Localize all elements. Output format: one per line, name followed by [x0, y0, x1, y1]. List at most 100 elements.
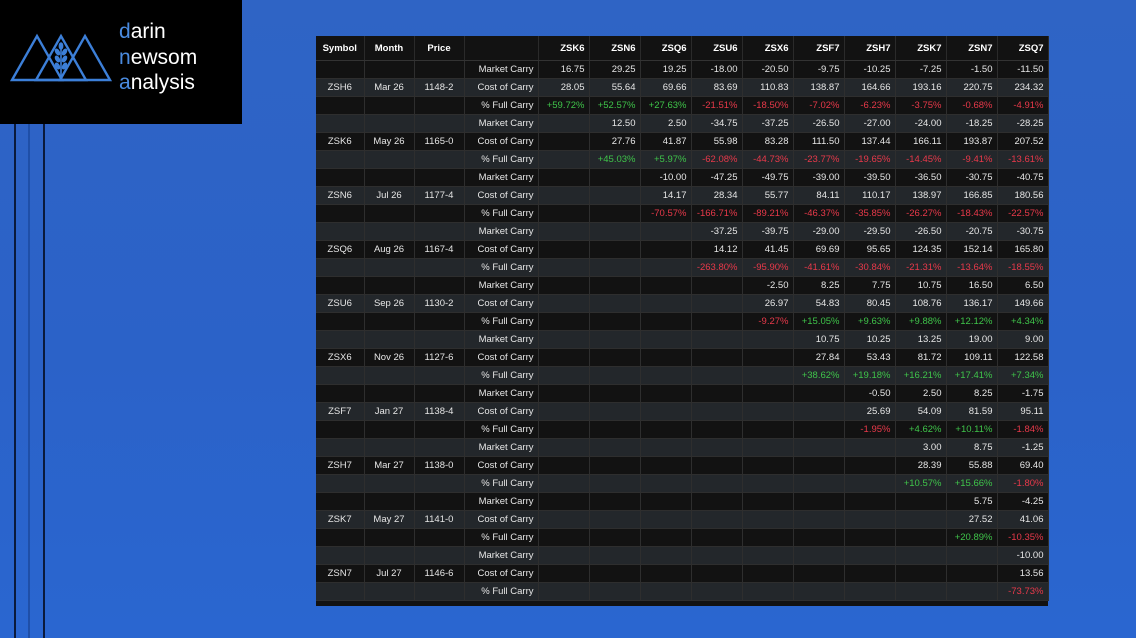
value-cell — [589, 276, 641, 295]
month-cell — [364, 96, 415, 115]
metric-label-cell: % Full Carry — [464, 96, 539, 115]
value-cell — [793, 384, 845, 403]
value-cell: 55.77 — [742, 186, 794, 205]
value-cell: 19.00 — [946, 330, 998, 349]
value-cell: -1.50 — [946, 60, 998, 79]
value-cell — [844, 438, 896, 457]
month-cell — [364, 384, 415, 403]
value-cell — [538, 114, 590, 133]
value-cell — [742, 456, 794, 475]
value-cell — [589, 204, 641, 223]
value-cell — [640, 546, 692, 565]
value-cell: -0.68% — [946, 96, 998, 115]
value-cell: +27.63% — [640, 96, 692, 115]
value-cell — [742, 546, 794, 565]
month-cell — [364, 438, 415, 457]
value-cell — [538, 168, 590, 187]
value-cell — [793, 546, 845, 565]
month-cell — [364, 222, 415, 241]
value-cell: 220.75 — [946, 78, 998, 97]
value-cell: +4.34% — [997, 312, 1049, 331]
logo-word: nalysis — [130, 71, 195, 94]
value-cell: 166.85 — [946, 186, 998, 205]
metric-label-cell: % Full Carry — [464, 366, 539, 385]
value-cell — [640, 528, 692, 547]
value-cell: -30.75 — [946, 168, 998, 187]
value-cell: 83.69 — [691, 78, 743, 97]
value-cell: -28.25 — [997, 114, 1049, 133]
symbol-cell — [316, 384, 365, 403]
value-cell: 136.17 — [946, 294, 998, 313]
month-cell: May 27 — [364, 510, 415, 529]
metric-label-cell: % Full Carry — [464, 312, 539, 331]
table-row: Market Carry 5.75 -4.25 — [316, 492, 1049, 511]
value-cell — [742, 438, 794, 457]
symbol-cell — [316, 114, 365, 133]
value-cell — [895, 492, 947, 511]
contract-column-header: ZSN6 — [589, 36, 641, 61]
metric-label-cell: Cost of Carry — [464, 564, 539, 583]
value-cell: 9.00 — [997, 330, 1049, 349]
value-cell: 80.45 — [844, 294, 896, 313]
value-cell: 69.69 — [793, 240, 845, 259]
metric-label-cell: Cost of Carry — [464, 510, 539, 529]
table-row: ZSX6 Nov 26 1127-6 Cost of Carry 27.84 53.43 8… — [316, 348, 1049, 367]
value-cell: -30.84% — [844, 258, 896, 277]
value-cell: -1.75 — [997, 384, 1049, 403]
value-cell — [895, 582, 947, 601]
symbol-cell — [316, 222, 365, 241]
value-cell — [691, 366, 743, 385]
value-cell: 26.97 — [742, 294, 794, 313]
price-cell: 1138-4 — [414, 402, 465, 421]
value-cell: -263.80% — [691, 258, 743, 277]
value-cell — [691, 438, 743, 457]
value-cell — [538, 276, 590, 295]
value-cell — [742, 582, 794, 601]
value-cell — [691, 348, 743, 367]
value-cell — [742, 528, 794, 547]
price-cell: 1138-0 — [414, 456, 465, 475]
value-cell: -10.00 — [640, 168, 692, 187]
value-cell: -70.57% — [640, 204, 692, 223]
table-row: Market Carry 3.00 8.75 -1.25 — [316, 438, 1049, 457]
month-cell: Jul 26 — [364, 186, 415, 205]
symbol-cell: ZSU6 — [316, 294, 365, 313]
value-cell: -9.27% — [742, 312, 794, 331]
value-cell: -27.00 — [844, 114, 896, 133]
value-cell — [589, 474, 641, 493]
value-cell — [640, 402, 692, 421]
value-cell: -7.02% — [793, 96, 845, 115]
value-cell — [589, 294, 641, 313]
value-cell: 13.25 — [895, 330, 947, 349]
value-cell: 6.50 — [997, 276, 1049, 295]
value-cell: 193.16 — [895, 78, 947, 97]
value-cell — [691, 294, 743, 313]
carry-table-panel: Symbol Month Price ZSK6 ZSN6 ZSQ6 ZSU6 ZSX6 ZSF7… — [316, 36, 1049, 606]
metric-label-cell: Cost of Carry — [464, 348, 539, 367]
value-cell — [946, 582, 998, 601]
price-cell: 1148-2 — [414, 78, 465, 97]
value-cell: 69.66 — [640, 78, 692, 97]
value-cell: -11.50 — [997, 60, 1049, 79]
logo-accent-letter: a — [119, 71, 131, 94]
value-cell: 111.50 — [793, 132, 845, 151]
value-cell — [589, 492, 641, 511]
value-cell — [538, 132, 590, 151]
value-cell: 138.87 — [793, 78, 845, 97]
value-cell — [793, 438, 845, 457]
symbol-cell — [316, 438, 365, 457]
month-cell: Jul 27 — [364, 564, 415, 583]
value-cell — [538, 456, 590, 475]
table-row: % Full Carry +38.62% +19.18% +16.21% +17.41%… — [316, 366, 1049, 385]
table-row: Market Carry -10.00 -47.25 -49.75 -39.00 -39.… — [316, 168, 1049, 187]
value-cell — [946, 546, 998, 565]
value-cell — [538, 384, 590, 403]
value-cell: 54.83 — [793, 294, 845, 313]
value-cell — [538, 420, 590, 439]
month-cell: Jan 27 — [364, 402, 415, 421]
value-cell: 55.88 — [946, 456, 998, 475]
value-cell — [691, 582, 743, 601]
table-row: ZSQ6 Aug 26 1167-4 Cost of Carry 14.12 41.45 6… — [316, 240, 1049, 259]
value-cell — [589, 456, 641, 475]
value-cell: 55.64 — [589, 78, 641, 97]
